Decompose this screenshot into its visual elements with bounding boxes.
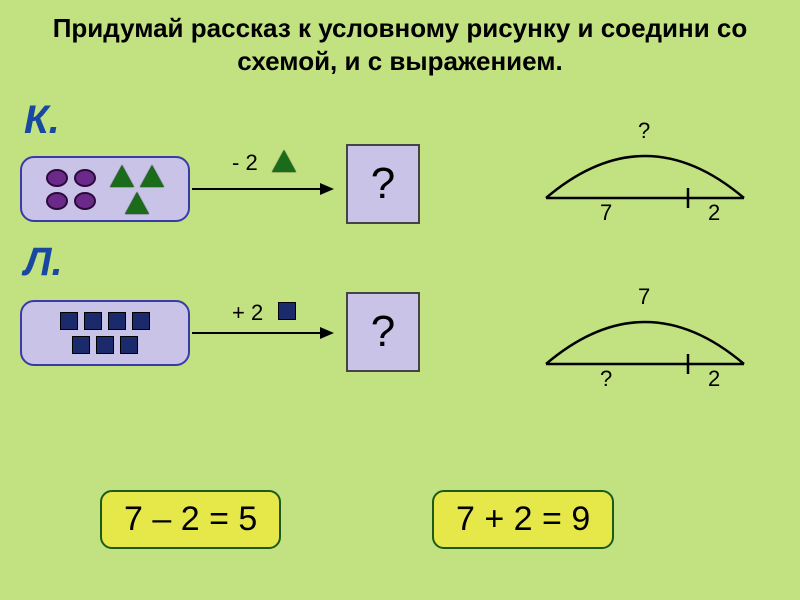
scheme-k: ? 7 2 [540,120,750,220]
expression-left: 7 – 2 = 5 [100,490,281,549]
triangle-icon [140,165,164,187]
square-icon [108,312,126,330]
scheme-l-right: 2 [708,366,720,392]
triangles-group [110,165,164,214]
oval-icon [74,192,96,210]
squares-row [72,336,138,354]
square-icon [72,336,90,354]
square-icon [132,312,150,330]
result-placeholder-l: ? [371,307,395,357]
arrow-head-icon [320,183,334,195]
square-icon [60,312,78,330]
squares-row [60,312,150,330]
letter-l: Л. [24,240,63,285]
scheme-k-right: 2 [708,200,720,226]
triangle-icon [272,150,296,172]
result-placeholder-k: ? [371,159,395,209]
square-icon [96,336,114,354]
page-title: Придумай рассказ к условному рисунку и с… [0,0,800,77]
square-icon [278,302,296,320]
operation-l-label: + 2 [232,300,263,326]
oval-icon [46,192,68,210]
arrow-head-icon [320,327,334,339]
result-box-k: ? [346,144,420,224]
shapes-box-k [20,156,190,222]
expression-right: 7 + 2 = 9 [432,490,614,549]
arrow-l [192,332,322,334]
arrow-k [192,188,322,190]
ovals-group [46,169,96,210]
oval-icon [46,169,68,187]
oval-icon [74,169,96,187]
triangle-icon [125,192,149,214]
triangle-icon [110,165,134,187]
square-icon [120,336,138,354]
result-box-l: ? [346,292,420,372]
scheme-l-top: 7 [638,284,650,310]
shapes-box-l [20,300,190,366]
operation-k-label: - 2 [232,150,258,176]
scheme-k-left: 7 [600,200,612,226]
letter-k: К. [24,98,60,143]
scheme-k-top: ? [638,118,650,144]
scheme-l: 7 ? 2 [540,286,750,386]
square-icon [84,312,102,330]
scheme-l-left: ? [600,366,612,392]
